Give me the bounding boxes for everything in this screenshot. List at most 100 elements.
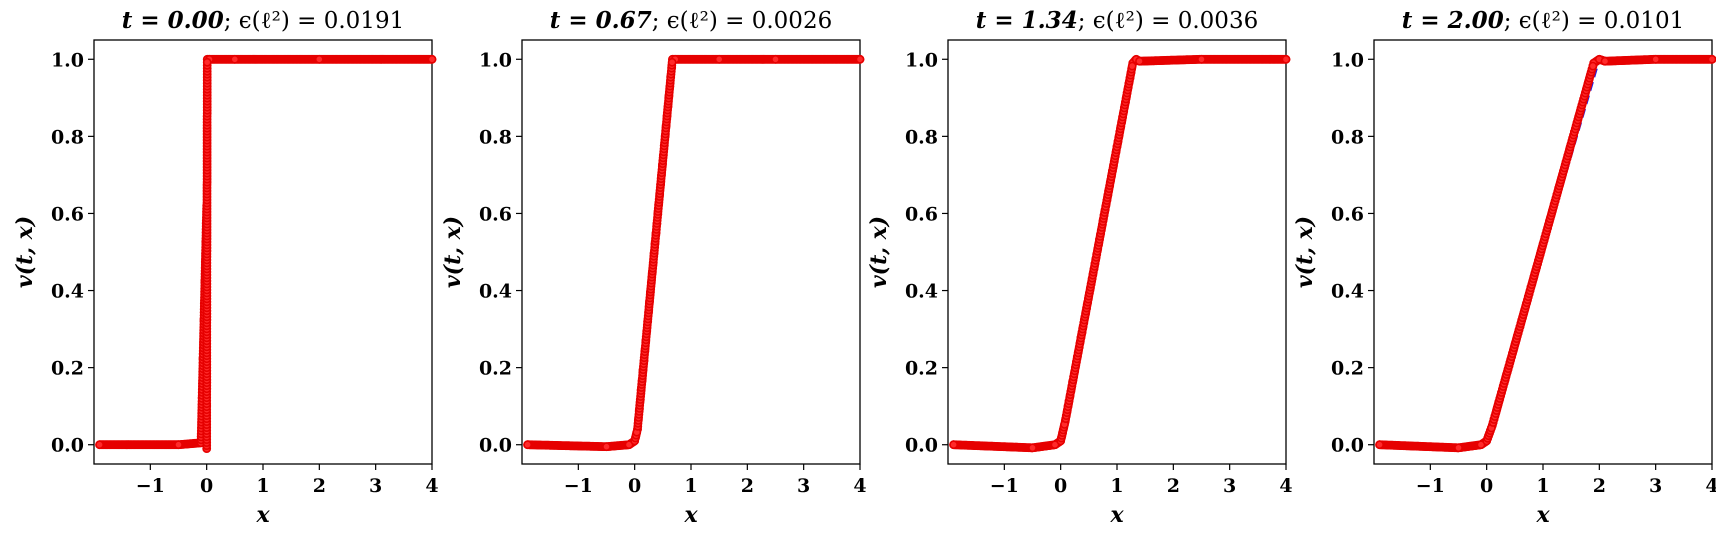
plot-frame [93, 39, 433, 465]
title-error-value: 0.0101 [1604, 8, 1684, 34]
y-tick-label: 0.4 [1331, 281, 1364, 303]
y-tick-label: 0.2 [479, 358, 512, 380]
x-tick-label: 3 [1649, 475, 1662, 497]
prediction-point [1135, 56, 1144, 66]
chart-panel-4: −1 0 1 2 3 4 0.0 0.2 0.4 0.6 0.8 1.0 x v(t, x) t = 2.0… [1292, 7, 1716, 528]
x-axis-label: x [1535, 502, 1550, 528]
plot-frame [521, 39, 861, 465]
chart-title: t = 0.00; ϵ(ℓ²) = 0.0191 [122, 7, 404, 34]
y-tick-label: 0.6 [479, 203, 512, 225]
chart-panel-1: −1 0 1 2 3 4 0.0 0.2 0.4 0.6 0.8 1.0 x v(t, x) t = 0.0… [12, 7, 439, 528]
prediction-point [771, 54, 780, 64]
x-tick-label: 2 [1167, 475, 1180, 497]
x-tick-label: 0 [200, 475, 213, 497]
title-time: t = 0.67 [550, 7, 652, 34]
prediction-point [1600, 56, 1610, 66]
x-tick-label: 2 [313, 475, 326, 497]
x-tick-label: 2 [1593, 475, 1606, 497]
exact-solution-line [527, 58, 860, 446]
title-error-label: ; ϵ(ℓ²) = [1078, 8, 1178, 34]
y-tick-label: 1.0 [51, 49, 84, 71]
prediction-point [1375, 440, 1384, 450]
prediction-point [1454, 443, 1463, 453]
x-tick-label: 4 [1279, 475, 1292, 497]
x-axis-label: x [255, 502, 270, 528]
x-axis-label: x [683, 502, 698, 528]
y-tick-label: 0.2 [51, 358, 84, 380]
prediction-point [202, 57, 212, 67]
prediction-point [602, 442, 611, 452]
chart-panel-2: −1 0 1 2 3 4 0.0 0.2 0.4 0.6 0.8 1.0 x v(t, x) t = 0.6… [440, 7, 867, 528]
y-tick-label: 0.4 [51, 281, 84, 303]
y-axis-label: v(t, x) [440, 216, 466, 288]
prediction-point [1127, 61, 1137, 71]
title-error-label: ; ϵ(ℓ²) = [652, 8, 752, 34]
x-tick-label: 1 [1110, 475, 1123, 497]
y-tick-label: 0.4 [479, 281, 512, 303]
prediction-point [1281, 54, 1291, 64]
y-tick-label: 1.0 [1331, 49, 1364, 71]
y-tick-label: 0.6 [905, 203, 938, 225]
x-tick-label: 3 [797, 475, 810, 497]
exact-solution-line [99, 58, 432, 446]
chart-title: t = 2.00; ϵ(ℓ²) = 0.0101 [1402, 7, 1684, 34]
prediction-markers [949, 54, 1291, 453]
x-tick-label: 3 [369, 475, 382, 497]
title-time: t = 1.34 [976, 7, 1078, 34]
x-tick-label: 1 [1536, 475, 1549, 497]
prediction-point [855, 54, 865, 64]
prediction-point [667, 57, 677, 67]
y-tick-label: 0.0 [51, 435, 84, 457]
prediction-point [1588, 61, 1598, 71]
y-tick-label: 0.8 [905, 126, 938, 148]
prediction-point [314, 54, 324, 64]
x-tick-label: 0 [1054, 475, 1067, 497]
y-tick-label: 0.0 [479, 435, 512, 457]
prediction-point [95, 440, 104, 450]
y-tick-label: 0.8 [51, 126, 84, 148]
prediction-point [523, 440, 532, 450]
y-tick-label: 0.4 [905, 281, 938, 303]
prediction-markers [523, 54, 865, 452]
x-tick-label: 4 [853, 475, 866, 497]
title-error-value: 0.0026 [752, 8, 832, 34]
y-tick-label: 0.2 [905, 358, 938, 380]
y-tick-label: 0.8 [1331, 126, 1364, 148]
x-tick-label: −1 [1416, 475, 1445, 497]
x-tick-label: 3 [1223, 475, 1236, 497]
chart-panel-3: −1 0 1 2 3 4 0.0 0.2 0.4 0.6 0.8 1.0 x v(t, x) t = 1.3… [866, 7, 1293, 528]
exact-solution-line [1379, 58, 1712, 446]
title-error-label: ; ϵ(ℓ²) = [224, 8, 324, 34]
prediction-markers [95, 54, 437, 453]
prediction-point [714, 54, 724, 64]
prediction-point [1197, 54, 1206, 64]
y-tick-label: 0.6 [51, 203, 84, 225]
prediction-point [427, 54, 437, 64]
title-error-label: ; ϵ(ℓ²) = [1504, 8, 1604, 34]
y-tick-label: 0.6 [1331, 203, 1364, 225]
prediction-point [230, 54, 240, 64]
x-tick-label: 1 [256, 475, 269, 497]
y-tick-label: 1.0 [905, 49, 938, 71]
x-tick-label: −1 [564, 475, 593, 497]
x-tick-label: 4 [1705, 475, 1716, 497]
prediction-point [1707, 54, 1716, 64]
title-error-value: 0.0191 [324, 8, 404, 34]
x-tick-label: 4 [425, 475, 438, 497]
plot-frame [947, 39, 1287, 465]
prediction-point [174, 440, 183, 450]
title-time: t = 0.00 [122, 7, 224, 34]
x-tick-label: 0 [1480, 475, 1493, 497]
prediction-point [949, 440, 958, 450]
x-tick-label: −1 [136, 475, 165, 497]
y-axis-label: v(t, x) [1292, 216, 1318, 288]
y-tick-label: 0.0 [1331, 435, 1364, 457]
y-tick-label: 1.0 [479, 49, 512, 71]
x-tick-label: 2 [741, 475, 754, 497]
x-tick-label: −1 [990, 475, 1019, 497]
title-error-value: 0.0036 [1178, 8, 1258, 34]
prediction-point [1028, 443, 1037, 453]
x-tick-label: 1 [684, 475, 697, 497]
x-tick-label: 0 [628, 475, 641, 497]
